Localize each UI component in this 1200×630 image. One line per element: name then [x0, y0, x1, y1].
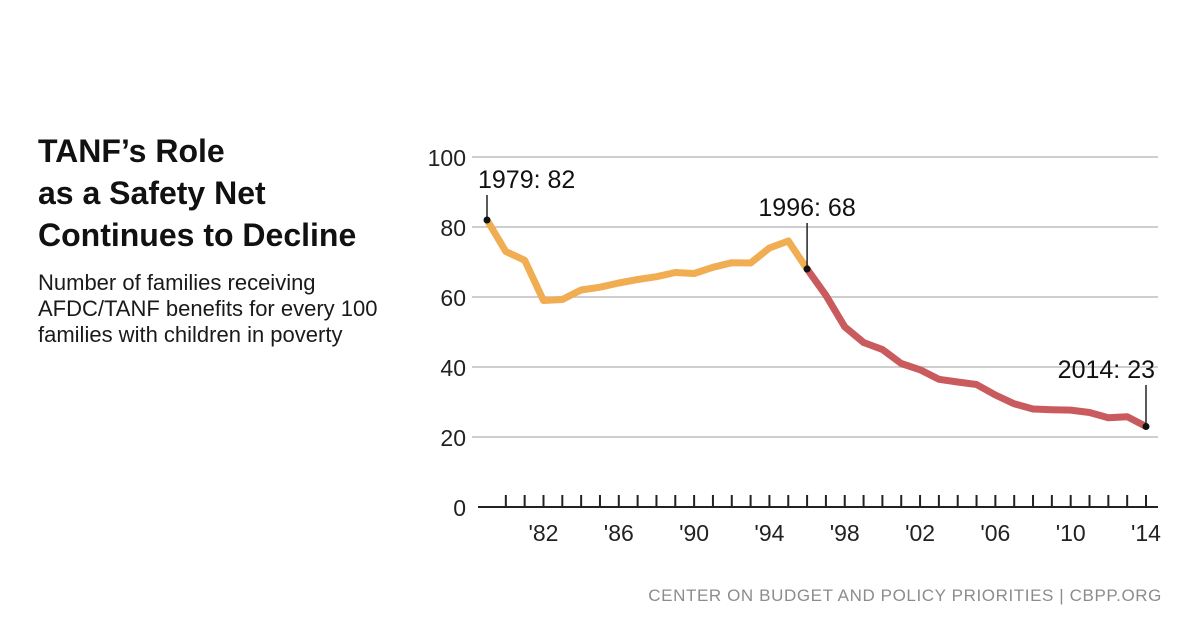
annotation-value-1979: 82	[548, 166, 576, 194]
series-line-tanf	[804, 266, 1148, 430]
y-tick-label-40: 40	[440, 355, 466, 381]
annotation-year-1996: 1996:	[758, 194, 828, 222]
x-tick-label-1998: '98	[830, 520, 860, 546]
y-tick-label-100: 100	[428, 145, 466, 171]
source-credit: CENTER ON BUDGET AND POLICY PRIORITIES |…	[648, 586, 1162, 605]
title-block: TANF’s Role as a Safety Net Continues to…	[38, 130, 428, 348]
y-tick-label-20: 20	[440, 425, 466, 451]
annotation-label-1996: 1996: 68	[758, 194, 855, 222]
annotation-dot-1979	[483, 216, 491, 224]
chart-title: TANF’s Role as a Safety Net Continues to…	[38, 133, 357, 253]
x-tick-label-2014: '14	[1131, 520, 1161, 546]
annotation-year-1979: 1979:	[478, 166, 548, 194]
x-tick-label-2002: '02	[905, 520, 935, 546]
x-tick-label-1986: '86	[604, 520, 634, 546]
chart-subtitle: Number of families receiving AFDC/TANF b…	[38, 270, 378, 347]
annotation-dot-1996	[803, 265, 811, 273]
annotation-label-1979: 1979: 82	[478, 166, 575, 194]
annotation-value-1996: 68	[828, 194, 856, 222]
y-tick-label-80: 80	[440, 215, 466, 241]
x-tick-label-2006: '06	[980, 520, 1010, 546]
x-tick-label-1982: '82	[528, 520, 558, 546]
y-tick-label-0: 0	[453, 495, 466, 521]
annotation-value-2014: 23	[1127, 356, 1155, 384]
x-tick-label-2010: '10	[1056, 520, 1086, 546]
annotation-label-2014: 2014: 23	[1058, 356, 1155, 384]
y-tick-label-60: 60	[440, 285, 466, 311]
series-line-afdc	[483, 218, 811, 304]
x-tick-label-1994: '94	[754, 520, 784, 546]
x-tick-label-1990: '90	[679, 520, 709, 546]
annotation-dot-2014	[1142, 423, 1150, 430]
annotation-year-2014: 2014:	[1058, 356, 1128, 384]
